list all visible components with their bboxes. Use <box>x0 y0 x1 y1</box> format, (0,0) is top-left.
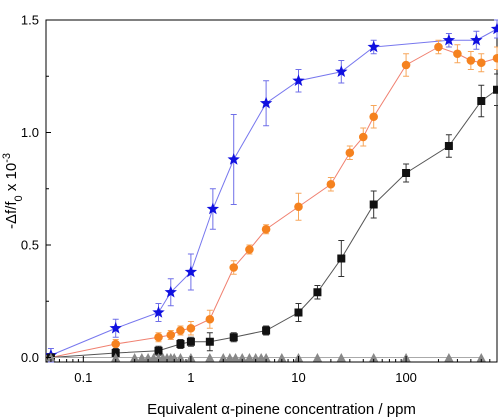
data-point-square <box>176 340 185 348</box>
data-point-circle <box>369 112 378 122</box>
data-point-square <box>262 326 271 335</box>
data-point-triangle <box>244 353 254 362</box>
y-tick-label: 0.0 <box>21 350 39 365</box>
data-point-star <box>490 22 498 35</box>
axis-ticks: 0.0 0.5 1.0 1.5 0.1 1 10 100 <box>21 13 491 385</box>
data-point-circle <box>401 60 411 70</box>
data-point-star <box>206 202 220 215</box>
series-line <box>50 89 498 358</box>
data-point-circle <box>261 224 271 234</box>
data-point-triangle <box>476 353 486 362</box>
y-tick-label: 1.5 <box>21 13 39 28</box>
data-point-square <box>186 337 195 346</box>
data-point-circle <box>205 314 215 324</box>
data-point-triangle <box>111 353 121 362</box>
data-point-circle <box>186 323 196 333</box>
data-point-triangle <box>261 353 271 362</box>
y-axis-title-tail: x 10 <box>3 163 20 196</box>
data-point-circle <box>176 326 185 335</box>
y-tick-label: 1.0 <box>21 125 39 140</box>
series-line <box>50 28 498 356</box>
data-point-star <box>335 65 348 78</box>
data-point-star <box>259 96 273 109</box>
data-point-circle <box>466 56 476 65</box>
data-point-triangle <box>277 353 287 362</box>
data-point-circle <box>326 179 336 189</box>
data-point-triangle <box>169 353 179 362</box>
x-axis-title: Equivalent α-pinene concentration / ppm <box>147 401 416 418</box>
series-square <box>46 73 498 362</box>
data-point-square <box>477 97 486 105</box>
y-axis-title-sub: 0 <box>13 195 25 201</box>
data-point-triangle <box>137 353 147 362</box>
data-point-square <box>294 308 303 317</box>
data-point-circle <box>166 330 176 340</box>
data-point-star <box>227 153 240 165</box>
data-point-star <box>442 33 456 46</box>
data-point-square <box>337 254 346 263</box>
x-tick-label: 1 <box>187 370 194 385</box>
data-point-circle <box>245 245 254 254</box>
data-point-triangle <box>312 353 322 362</box>
data-point-triangle <box>336 353 346 362</box>
data-point-star <box>367 40 380 53</box>
data-point-square <box>229 333 238 342</box>
series-star <box>46 19 498 363</box>
data-point-circle <box>434 42 443 52</box>
data-point-square <box>402 169 411 177</box>
y-axis-title-main: -Δf/f <box>3 201 20 229</box>
series-circle <box>46 39 498 362</box>
data-point-square <box>444 142 453 150</box>
data-point-triangle <box>237 353 247 362</box>
y-axis-title-sup: -3 <box>1 153 13 163</box>
data-point-star <box>152 306 165 318</box>
data-point-star <box>184 265 198 278</box>
data-point-triangle <box>218 353 228 362</box>
data-point-star <box>470 33 483 46</box>
data-point-circle <box>229 263 239 272</box>
data-point-circle <box>345 148 355 158</box>
data-point-circle <box>358 132 368 142</box>
data-point-triangle <box>225 353 235 362</box>
x-tick-label: 0.1 <box>74 370 92 385</box>
data-point-circle <box>294 202 303 212</box>
series-clip-group <box>46 19 498 363</box>
series-layer <box>46 19 498 363</box>
data-point-triangle <box>369 353 379 362</box>
data-point-square <box>313 288 322 297</box>
data-point-square <box>154 346 163 355</box>
series-line <box>50 46 498 358</box>
data-point-square <box>493 85 498 94</box>
x-tick-label: 100 <box>395 370 417 385</box>
data-point-triangle <box>175 353 185 362</box>
data-point-square <box>369 200 378 209</box>
data-point-circle <box>453 49 462 59</box>
data-point-circle <box>492 53 498 63</box>
x-tick-label: 10 <box>291 370 305 385</box>
data-point-triangle <box>444 353 454 362</box>
plot-frame <box>45 19 498 363</box>
plot-border <box>45 19 498 363</box>
data-point-triangle <box>130 353 140 362</box>
y-tick-label: 0.5 <box>21 238 39 253</box>
data-point-star <box>164 285 177 298</box>
y-axis-title: -Δf/f0 x 10-3 <box>1 153 25 229</box>
data-point-triangle <box>205 353 215 362</box>
data-point-circle <box>476 58 486 68</box>
data-point-circle <box>154 332 163 342</box>
data-point-triangle <box>231 353 241 362</box>
data-point-star <box>109 321 122 334</box>
data-point-star <box>292 74 305 87</box>
data-point-circle <box>111 339 120 349</box>
data-point-square <box>205 337 214 346</box>
